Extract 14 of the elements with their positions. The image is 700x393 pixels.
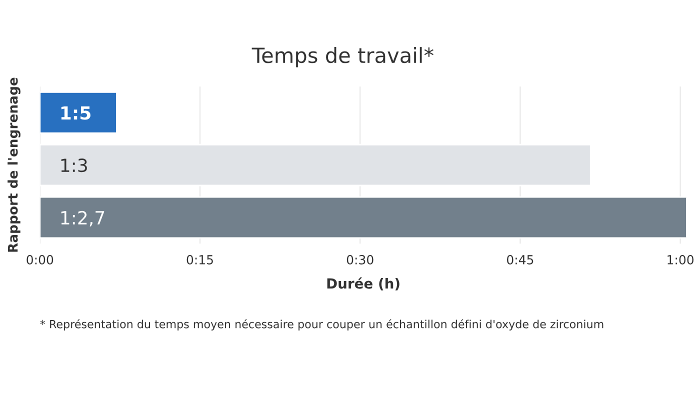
- bar: [40, 196, 687, 239]
- x-tick-label: 1:00: [668, 254, 694, 264]
- y-tick-label: 1:3: [61, 158, 87, 172]
- bar: [40, 92, 118, 134]
- chart-title: Temps de travail*: [252, 47, 434, 68]
- x-tick-label: 0:15: [186, 254, 213, 264]
- y-tick-label: 1:2,7: [61, 210, 104, 226]
- x-tick-label: 0:30: [346, 254, 374, 264]
- text: * Représentation du temps moyen nécessaire pour couper un échantillon défini d'oxyde de zirconium: [40, 319, 604, 330]
- x-tick-label: 0:45: [506, 254, 534, 264]
- y-axis-title: Rapport de l'engrenage: [8, 78, 20, 252]
- x-tick-label: 0:00: [26, 254, 54, 264]
- y-tick-label: 1:5: [61, 106, 90, 120]
- x-axis-title: Durée (h): [327, 277, 400, 290]
